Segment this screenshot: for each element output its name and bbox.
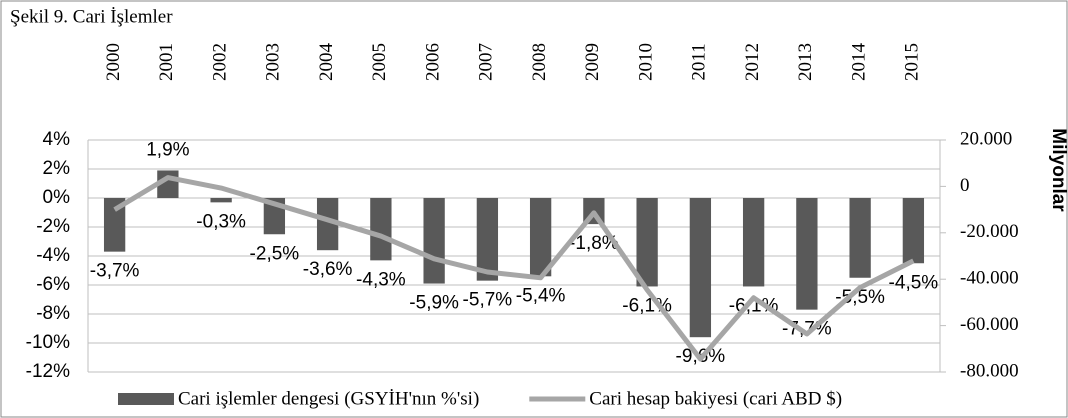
x-tick-label: 2004 xyxy=(316,43,337,82)
data-label: 1,9% xyxy=(146,139,189,160)
x-tick-label: 2001 xyxy=(156,43,177,81)
y-tick-label: 0% xyxy=(43,187,71,208)
y2-axis-title: Milyonlar xyxy=(1048,128,1068,212)
y-tick-label: 4% xyxy=(43,129,71,150)
y-tick-label: -4% xyxy=(36,245,70,266)
bar xyxy=(210,198,232,203)
y-tick-label: -8% xyxy=(36,303,70,324)
data-label: -1,8% xyxy=(569,233,619,254)
bar xyxy=(316,198,339,251)
x-tick-label: 2012 xyxy=(742,43,763,81)
x-tick-label: 2002 xyxy=(209,43,230,81)
data-label: -4,5% xyxy=(889,272,939,293)
data-label: -5,4% xyxy=(516,285,566,306)
x-tick-label: 2000 xyxy=(103,43,124,81)
data-label: -5,5% xyxy=(835,287,885,308)
legend-swatch xyxy=(118,393,174,405)
bar xyxy=(796,198,818,310)
chart-title: Şekil 9. Cari İşlemler xyxy=(10,6,173,27)
bar xyxy=(689,198,712,338)
legend-label: Cari hesap bakiyesi (cari ABD $) xyxy=(589,388,842,409)
x-tick-label: 2005 xyxy=(369,43,390,81)
bar xyxy=(902,198,925,264)
data-label: -6,1% xyxy=(622,295,672,316)
bar xyxy=(636,198,658,287)
y-tick-label: -2% xyxy=(36,216,70,237)
x-tick-label: 2003 xyxy=(263,43,284,81)
data-label: -5,7% xyxy=(463,290,513,311)
bar xyxy=(849,198,871,278)
bar xyxy=(742,198,765,287)
data-label: -4,3% xyxy=(356,269,406,290)
y2-tick-label: -60.000 xyxy=(960,314,1019,335)
y-tick-label: -12% xyxy=(26,361,70,382)
x-tick-label: 2013 xyxy=(795,43,816,81)
bar xyxy=(529,198,552,277)
bar xyxy=(423,198,445,284)
data-label: -0,3% xyxy=(196,211,246,232)
x-tick-label: 2014 xyxy=(848,43,869,82)
y2-tick-label: 0 xyxy=(960,175,970,196)
y-tick-label: -6% xyxy=(36,274,70,295)
y2-tick-label: -20.000 xyxy=(960,221,1019,242)
line xyxy=(113,175,915,362)
x-tick-label: 2007 xyxy=(476,43,497,81)
x-tick-label: 2008 xyxy=(529,43,550,81)
data-label: -3,7% xyxy=(90,261,140,282)
y-tick-label: -10% xyxy=(26,332,70,353)
data-label: -2,5% xyxy=(250,243,300,264)
y-tick-label: 2% xyxy=(43,158,71,179)
x-tick-label: 2010 xyxy=(635,43,656,81)
y2-tick-label: -80.000 xyxy=(960,360,1019,381)
x-tick-label: 2006 xyxy=(422,43,443,81)
y2-tick-label: 20.000 xyxy=(960,128,1012,149)
bar xyxy=(370,198,392,261)
legend-label: Cari işlemler dengesi (GSYİH'nın %'si) xyxy=(178,388,479,409)
x-tick-label: 2015 xyxy=(902,43,923,81)
bar xyxy=(103,198,126,252)
x-tick-label: 2009 xyxy=(582,43,603,81)
bar xyxy=(476,198,499,281)
y2-tick-label: -40.000 xyxy=(960,268,1019,289)
x-tick-label: 2011 xyxy=(689,43,710,80)
data-label: -3,6% xyxy=(303,259,353,280)
data-label: -5,9% xyxy=(409,293,459,314)
